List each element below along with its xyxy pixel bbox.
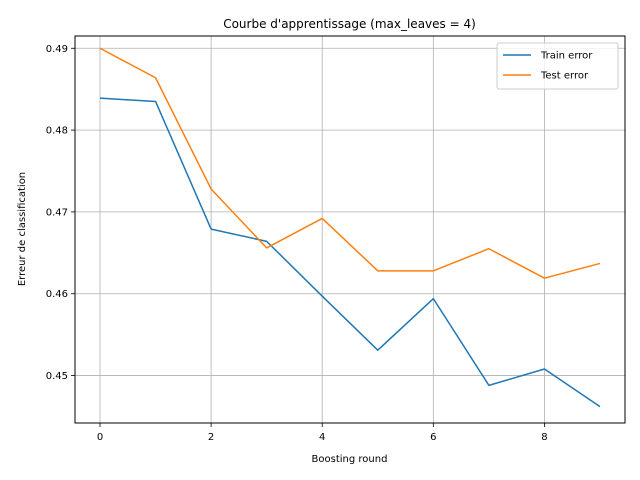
axis-ticks: 0 2 4 6 8 0.45 0.46 0.47 0.48 0.49	[46, 44, 548, 443]
chart-title: Courbe d'apprentissage (max_leaves = 4)	[223, 17, 476, 31]
test-error-line	[99, 47, 601, 279]
legend: Train error Test error	[496, 42, 619, 90]
y-tick-label: 0.46	[46, 289, 68, 300]
y-axis-label: Erreur de classification	[17, 172, 28, 286]
train-error-legend-label: Train error	[540, 51, 593, 62]
x-tick-label: 2	[208, 432, 214, 443]
y-tick-label: 0.49	[46, 44, 68, 55]
x-axis-label: Boosting round	[312, 454, 388, 465]
test-error-legend-label: Test error	[540, 71, 589, 82]
x-tick-label: 0	[97, 432, 103, 443]
train-error-line	[99, 97, 601, 408]
plot-frame	[74, 35, 626, 424]
x-tick-label: 8	[541, 432, 547, 443]
y-tick-label: 0.47	[46, 207, 68, 218]
y-tick-label: 0.48	[46, 126, 68, 137]
y-tick-label: 0.45	[46, 371, 68, 382]
series-layer	[99, 47, 601, 408]
x-tick-label: 4	[319, 432, 325, 443]
x-tick-label: 6	[430, 432, 436, 443]
